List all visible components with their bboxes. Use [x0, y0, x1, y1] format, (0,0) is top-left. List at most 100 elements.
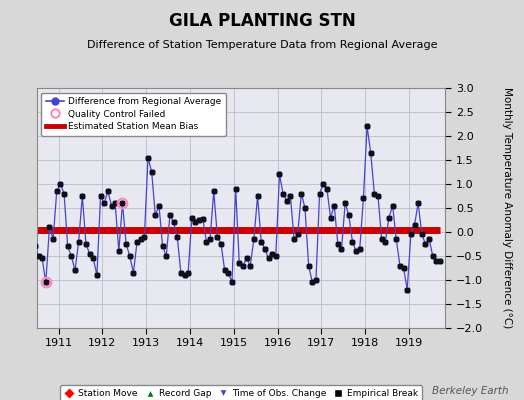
Point [56, 181, 64, 187]
Point [304, 262, 313, 269]
Point [169, 219, 178, 226]
Point [359, 195, 367, 202]
Y-axis label: Monthly Temperature Anomaly Difference (°C): Monthly Temperature Anomaly Difference (… [503, 87, 512, 329]
Point [27, 246, 36, 252]
Point [191, 219, 200, 226]
Point [254, 193, 262, 199]
Point [177, 270, 185, 276]
Point [279, 190, 287, 197]
Point [341, 200, 350, 206]
Point [293, 231, 302, 238]
Point [381, 238, 389, 245]
Point [71, 267, 79, 274]
Point [173, 234, 181, 240]
Point [334, 241, 342, 247]
Point [286, 193, 294, 199]
Point [158, 243, 167, 250]
Point [213, 234, 222, 240]
Point [93, 272, 101, 278]
Point [429, 253, 437, 259]
Legend: Station Move, Record Gap, Time of Obs. Change, Empirical Break: Station Move, Record Gap, Time of Obs. C… [60, 385, 422, 400]
Point [377, 236, 386, 242]
Text: Difference of Station Temperature Data from Regional Average: Difference of Station Temperature Data f… [87, 40, 437, 50]
Point [140, 234, 148, 240]
Point [432, 258, 441, 264]
Point [308, 279, 316, 286]
Point [133, 238, 141, 245]
Point [89, 255, 97, 262]
Point [257, 238, 265, 245]
Point [13, 186, 21, 192]
Point [147, 169, 156, 175]
Point [30, 243, 39, 250]
Point [407, 231, 415, 238]
Point [188, 214, 196, 221]
Point [16, 202, 25, 209]
Point [78, 193, 86, 199]
Point [67, 253, 75, 259]
Point [199, 215, 207, 222]
Point [403, 286, 411, 293]
Point [60, 190, 68, 197]
Point [297, 190, 305, 197]
Point [206, 236, 214, 242]
Point [399, 265, 408, 271]
Point [184, 270, 192, 276]
Point [282, 198, 291, 204]
Point [49, 236, 57, 242]
Point [228, 279, 236, 286]
Point [100, 200, 108, 206]
Point [323, 186, 331, 192]
Point [45, 224, 53, 230]
Point [239, 262, 247, 269]
Point [315, 190, 324, 197]
Point [82, 241, 90, 247]
Point [374, 193, 382, 199]
Point [235, 260, 244, 266]
Point [144, 154, 152, 161]
Point [410, 222, 419, 228]
Point [118, 200, 127, 206]
Point [38, 255, 46, 262]
Point [155, 202, 163, 209]
Point [319, 181, 328, 187]
Text: Berkeley Earth: Berkeley Earth [432, 386, 508, 396]
Point [275, 171, 283, 178]
Point [326, 214, 335, 221]
Point [20, 236, 28, 242]
Point [370, 190, 378, 197]
Point [129, 270, 138, 276]
Point [414, 200, 422, 206]
Point [436, 258, 444, 264]
Point [210, 188, 218, 194]
Point [271, 253, 280, 259]
Point [421, 241, 430, 247]
Point [166, 212, 174, 218]
Point [202, 238, 211, 245]
Point [268, 250, 276, 257]
Text: GILA PLANTING STN: GILA PLANTING STN [169, 12, 355, 30]
Point [126, 253, 134, 259]
Point [137, 236, 145, 242]
Point [115, 248, 123, 254]
Point [85, 250, 94, 257]
Point [107, 202, 116, 209]
Point [151, 212, 159, 218]
Point [348, 238, 357, 245]
Point [96, 193, 105, 199]
Point [249, 236, 258, 242]
Point [366, 150, 375, 156]
Point [35, 253, 43, 259]
Point [24, 222, 32, 228]
Point [290, 236, 298, 242]
Point [330, 202, 339, 209]
Point [52, 188, 61, 194]
Point [243, 255, 251, 262]
Point [260, 246, 269, 252]
Point [74, 238, 83, 245]
Point [224, 270, 233, 276]
Point [345, 212, 353, 218]
Point [356, 246, 364, 252]
Point [217, 241, 225, 247]
Point [221, 267, 229, 274]
